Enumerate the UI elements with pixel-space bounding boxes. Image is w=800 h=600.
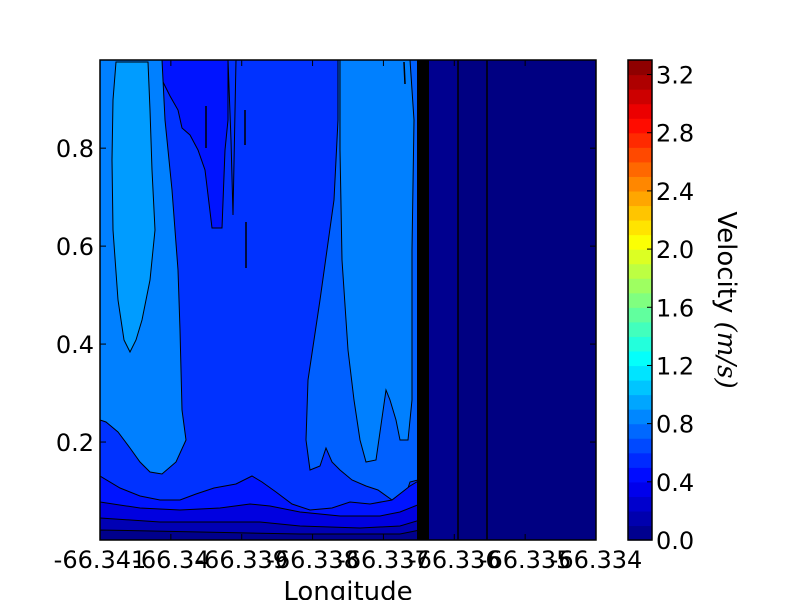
y-tick-label: 0.2 <box>56 429 94 457</box>
colorbar <box>628 60 652 541</box>
x-tick-label: -66.336 <box>408 546 501 574</box>
plot-frame <box>99 59 597 541</box>
x-axis-label: Longitude <box>283 577 412 600</box>
colorbar-segment <box>628 350 652 367</box>
y-tick-label: 0.6 <box>56 233 94 261</box>
colorbar-segment <box>628 263 652 279</box>
x-tick-label: -66.335 <box>479 546 572 574</box>
colorbar-segment <box>628 161 652 177</box>
x-tick-label: -66.339 <box>195 546 288 574</box>
colorbar-segment <box>628 278 652 294</box>
y-tick-label: 0.8 <box>56 135 94 163</box>
colorbar-tick-label: 2.8 <box>656 120 694 148</box>
y-tick-label: 0.4 <box>56 331 94 359</box>
contour-band-0.0-right-b <box>428 60 458 540</box>
colorbar-segment <box>628 103 652 119</box>
colorbar-segment <box>628 380 652 396</box>
contour-band-0.8-left <box>111 61 156 354</box>
colorbar-segment <box>628 481 652 497</box>
colorbar-tick-label: 1.6 <box>656 294 694 322</box>
colorbar-tick-label: 3.2 <box>656 62 694 90</box>
y-axis: 0.2 0.4 0.6 0.8 <box>56 135 596 457</box>
colorbar-segment <box>628 74 652 90</box>
colorbar-tick-label: 2.0 <box>656 236 694 264</box>
colorbar-segment <box>628 249 652 265</box>
contour-streak <box>403 61 406 85</box>
colorbar-frame <box>627 59 653 541</box>
colorbar-segment <box>628 321 652 337</box>
colorbar-segment <box>628 452 652 468</box>
colorbar-segment <box>628 60 652 76</box>
colorbar-segment <box>628 205 652 221</box>
colorbar-segment <box>628 176 652 192</box>
colorbar-label: Velocity (m/s) <box>711 211 741 388</box>
colorbar-segment <box>628 438 652 454</box>
x-tick-label: -66.341 <box>54 546 147 574</box>
colorbar-segment <box>628 190 652 207</box>
colorbar-segment <box>628 365 652 381</box>
contour-edge <box>417 60 429 540</box>
colorbar-segment <box>628 467 652 483</box>
colorbar-segment <box>628 409 652 425</box>
contour-streak <box>227 60 237 216</box>
colorbar-segment <box>628 89 652 105</box>
contour-plot-area <box>100 60 596 540</box>
colorbar-segment <box>628 525 652 541</box>
colorbar-segment <box>628 394 652 410</box>
colorbar-tick-label: 1.2 <box>656 352 694 380</box>
contour-band-0.3-top <box>161 60 229 229</box>
colorbar-tick-label: 0.8 <box>656 411 694 439</box>
colorbar-segment <box>628 423 652 439</box>
contour-band-0.7-right <box>339 60 415 463</box>
colorbar-segment <box>628 292 652 308</box>
contour-band-0.0-bottom <box>100 529 421 540</box>
colorbar-segment <box>628 336 652 352</box>
colorbar-segment <box>628 234 652 250</box>
colorbar-segment <box>628 118 652 134</box>
colorbar-segment <box>628 496 652 512</box>
colorbar-segment <box>628 147 652 163</box>
x-axis: -66.341-66.34-66.339-66.338-66.337-66.33… <box>54 60 643 574</box>
colorbar-tick-label: 0.0 <box>656 527 694 555</box>
colorbar-segment <box>628 510 652 527</box>
x-tick-label: -66.334 <box>550 546 643 574</box>
colorbar-ticks: 0.0 0.4 0.8 1.2 1.6 2.0 2.4 2.8 3.2 <box>647 62 694 555</box>
colorbar-segment <box>628 132 652 148</box>
colorbar-segment <box>628 220 652 236</box>
colorbar-segment <box>628 307 652 323</box>
x-tick-label: -66.337 <box>337 546 430 574</box>
colorbar-tick-label: 0.4 <box>656 469 694 497</box>
x-tick-label: -66.34 <box>132 546 209 574</box>
x-tick-label: -66.338 <box>266 546 359 574</box>
colorbar-tick-label: 2.4 <box>656 178 694 206</box>
